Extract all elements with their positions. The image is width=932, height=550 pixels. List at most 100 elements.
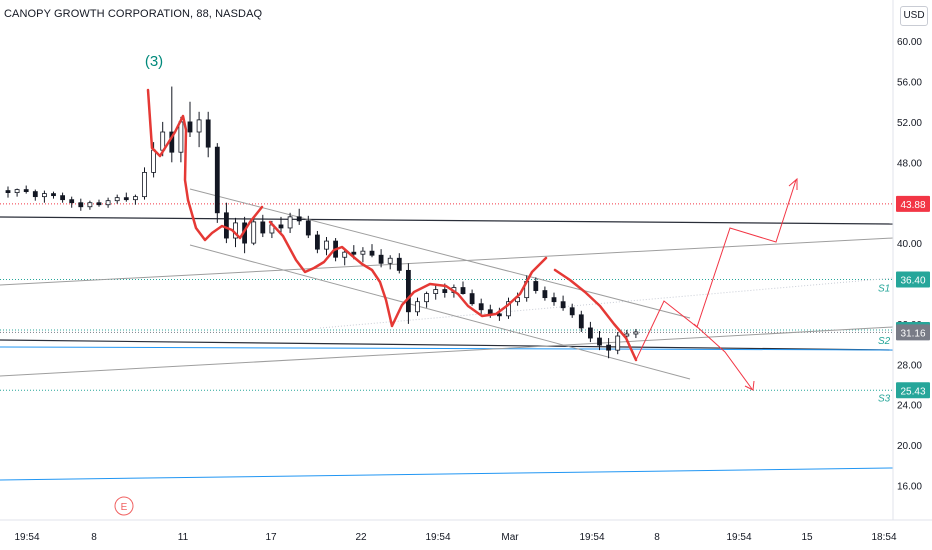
candle-body (51, 193, 56, 197)
x-tick-label: 19:54 (726, 532, 751, 543)
candle-body (396, 257, 402, 271)
candle-body (405, 269, 411, 313)
candle-body (496, 313, 502, 317)
channel-bottom-line (189, 244, 691, 380)
candle (424, 291, 430, 308)
candle-body (506, 301, 511, 317)
candle (542, 286, 548, 301)
candle-body (369, 250, 375, 256)
candle-body (569, 307, 575, 316)
candle-body (78, 202, 84, 208)
x-tick-label: Mar (501, 532, 519, 543)
price-label-text: 43.88 (900, 200, 925, 211)
y-tick-label: 48.00 (897, 158, 922, 169)
candle (405, 263, 411, 324)
price-label-text: 31.16 (900, 328, 925, 339)
candle (60, 192, 65, 203)
wave-drawing (146, 88, 638, 362)
candle-body (606, 344, 611, 351)
candle-body (305, 220, 311, 236)
candle-body (5, 190, 11, 194)
candle (314, 230, 320, 254)
candle-body (260, 221, 266, 234)
candle (87, 200, 93, 210)
candle (324, 237, 329, 256)
candle-body (442, 289, 448, 293)
bearish-projection-path (693, 323, 753, 390)
candle (305, 215, 311, 239)
pivot-name-label: S1 (878, 284, 890, 295)
candle-body (151, 149, 157, 173)
candle (96, 199, 102, 207)
arrowhead-up-icon (788, 177, 798, 190)
pivot-name-label: S3 (878, 394, 891, 405)
candle (369, 244, 375, 258)
candle (123, 192, 129, 202)
candle-body (342, 251, 348, 258)
candle-body (196, 119, 202, 133)
currency-button[interactable]: USD (900, 6, 928, 26)
arrowhead-down-icon (744, 380, 755, 391)
candle (196, 111, 202, 148)
candle-body (69, 199, 75, 204)
candle (633, 328, 639, 339)
candle (287, 212, 293, 233)
channel-top-line (189, 188, 691, 319)
candle (606, 338, 611, 359)
candle (460, 281, 466, 295)
candle (360, 247, 366, 263)
candle-body (132, 196, 138, 201)
x-tick-label: 8 (91, 532, 97, 543)
e-marker: E (114, 496, 134, 516)
candle-body (223, 212, 229, 239)
candle (5, 186, 11, 198)
candle (14, 188, 20, 197)
candle-body (324, 240, 329, 250)
candle-body (123, 197, 129, 201)
price-label: 36.40 (896, 271, 930, 288)
candle-body (433, 289, 439, 294)
price-label-text: 25.43 (900, 386, 925, 397)
candles-layer (5, 86, 639, 359)
y-tick-label: 52.00 (897, 118, 922, 129)
y-tick-label: 16.00 (897, 482, 922, 493)
candle (578, 310, 584, 332)
blue-bottom-line (0, 467, 894, 481)
gray-upper-trend-line (0, 237, 894, 286)
candle (132, 194, 138, 205)
candle-body (424, 293, 430, 303)
pivot-name-label: S2 (878, 336, 891, 347)
candle (597, 330, 602, 351)
candle-body (214, 146, 220, 214)
price-label-bg (896, 324, 930, 341)
gray-lower-trend-line (0, 326, 894, 377)
price-label: 25.43 (896, 382, 930, 399)
candle-body (478, 303, 484, 311)
candle-body (287, 216, 293, 229)
x-tick-label: 19:54 (14, 532, 39, 543)
candle (105, 197, 111, 208)
background-layer (0, 203, 894, 391)
candle (187, 101, 193, 138)
drawing-layer (0, 188, 894, 481)
price-label-bg (896, 271, 930, 288)
horizontal-support-line (0, 339, 894, 351)
horizontal-resistance-line (0, 216, 894, 225)
candle (223, 202, 229, 244)
x-tick-label: 19:54 (579, 532, 604, 543)
candle-body (633, 331, 639, 335)
price-label: 43.88 (896, 195, 930, 212)
candle (142, 167, 147, 200)
candle (469, 289, 475, 306)
annotation-layer: (3) E (114, 53, 798, 516)
candle (78, 198, 84, 211)
candle-body (351, 251, 357, 255)
x-tick-label: 19:54 (425, 532, 450, 543)
candle-body (460, 287, 466, 295)
candle-body (87, 202, 93, 208)
candle-body (96, 202, 102, 206)
candle (415, 297, 420, 316)
candle-body (560, 301, 566, 309)
symbol-title: CANOPY GROWTH CORPORATION, 88, NASDAQ (4, 8, 263, 20)
